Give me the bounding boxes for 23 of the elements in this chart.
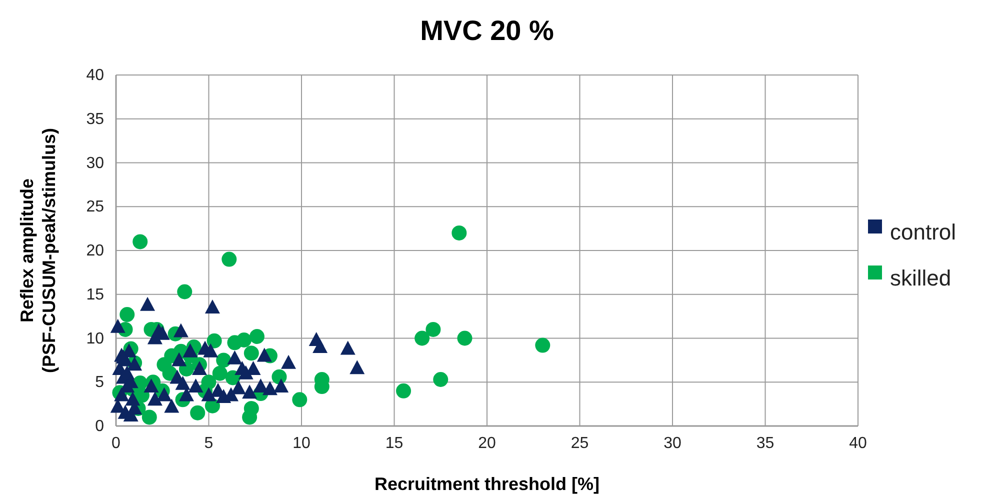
x-axis-title: Recruitment threshold [%] (374, 474, 600, 494)
chart-title: MVC 20 % (420, 15, 554, 46)
x-tick-label: 10 (292, 435, 310, 452)
x-tick-label: 20 (478, 435, 496, 452)
y-tick-label: 25 (86, 198, 104, 216)
y-tick-label: 5 (95, 374, 104, 392)
y-tick-label: 40 (86, 67, 104, 84)
y-tick-label: 0 (95, 418, 104, 435)
x-tick-label: 40 (849, 435, 867, 452)
legend-label: control (890, 219, 956, 244)
x-tick-label: 15 (385, 435, 404, 452)
y-tick-label: 20 (86, 242, 104, 260)
legend-label: skilled (890, 265, 952, 290)
y-tick-label: 30 (86, 154, 104, 172)
x-tick-label: 5 (204, 435, 214, 452)
y-tick-label: 10 (86, 330, 104, 348)
x-tick-label: 25 (570, 435, 589, 452)
x-tick-label: 30 (664, 435, 682, 452)
y-axis-title: Reflex amplitude (PSF-CUSUM-peak/stimulus) (17, 128, 59, 374)
x-tick-label: 0 (112, 435, 121, 452)
x-tick-label: 35 (756, 435, 774, 452)
y-tick-label: 15 (86, 286, 104, 304)
y-tick-label: 35 (86, 110, 104, 128)
